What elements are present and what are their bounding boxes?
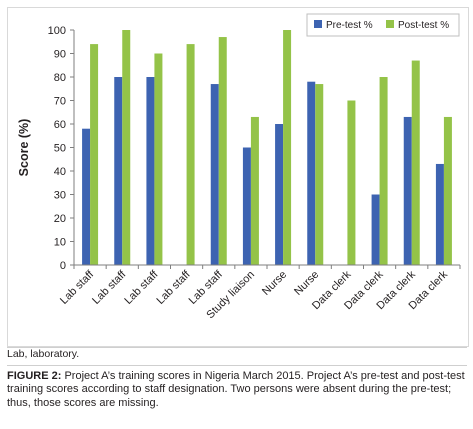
y-axis-title: Score (%) — [17, 119, 31, 177]
post-test-bar — [379, 77, 388, 265]
y-tick-label: 60 — [54, 119, 66, 131]
y-tick-label: 50 — [54, 143, 66, 155]
legend-swatch — [386, 20, 394, 28]
chart-panel: 0 10 20 30 40 50 60 70 80 90 100 Score (%) Lab staff… — [7, 7, 469, 347]
category-label: Lab staff — [122, 268, 161, 307]
category-label: Lab staff — [58, 268, 97, 307]
pre-test-bar — [242, 147, 251, 265]
post-test-bar — [315, 84, 324, 265]
post-test-bar — [347, 100, 356, 265]
post-test-bar — [250, 116, 259, 265]
footnote: Lab, laboratory. — [7, 348, 80, 360]
pre-test-bar — [82, 128, 91, 265]
post-test-bar — [218, 37, 227, 265]
category-label: Nurse — [260, 269, 289, 298]
caption-rule — [7, 365, 467, 366]
y-tick-label: 20 — [54, 213, 66, 225]
y-tick-label: 30 — [54, 190, 66, 202]
post-test-bar — [154, 53, 163, 265]
legend-label: Post-test % — [398, 20, 449, 31]
figure-caption: FIGURE 2: Project A’s training scores in… — [7, 370, 467, 410]
caption-lead: FIGURE 2: — [7, 370, 62, 382]
pre-test-bar — [371, 194, 380, 265]
category-label: Lab staff — [155, 268, 194, 307]
category-label: Lab staff — [90, 268, 129, 307]
pre-test-bar — [435, 163, 444, 265]
y-tick-label: 70 — [54, 96, 66, 108]
bar-chart: 0 10 20 30 40 50 60 70 80 90 100 Score (%) Lab staff… — [17, 13, 461, 321]
legend-label: Pre-test % — [326, 20, 373, 31]
caption-text: Project A’s training scores in Nigeria M… — [7, 370, 465, 409]
y-tick-label: 0 — [60, 260, 66, 272]
y-tick-label: 90 — [54, 49, 66, 61]
post-test-bar — [186, 44, 195, 265]
legend-box — [306, 13, 460, 37]
pre-test-bar — [307, 81, 316, 265]
pre-test-bar — [210, 84, 219, 265]
post-test-bar — [443, 116, 452, 265]
y-tick-label: 10 — [54, 237, 66, 249]
legend-swatch — [314, 20, 322, 28]
post-test-bar — [283, 30, 292, 265]
post-test-bar — [411, 60, 420, 265]
pre-test-bar — [146, 77, 155, 265]
pre-test-bar — [403, 116, 412, 265]
y-tick-label: 40 — [54, 166, 66, 178]
y-tick-label: 80 — [54, 72, 66, 84]
post-test-bar — [122, 30, 131, 265]
pre-test-bar — [275, 124, 284, 265]
post-test-bar — [90, 44, 99, 265]
category-label: Nurse — [292, 269, 321, 298]
y-tick-label: 100 — [48, 25, 66, 37]
pre-test-bar — [114, 77, 123, 265]
top-rule — [7, 347, 467, 348]
